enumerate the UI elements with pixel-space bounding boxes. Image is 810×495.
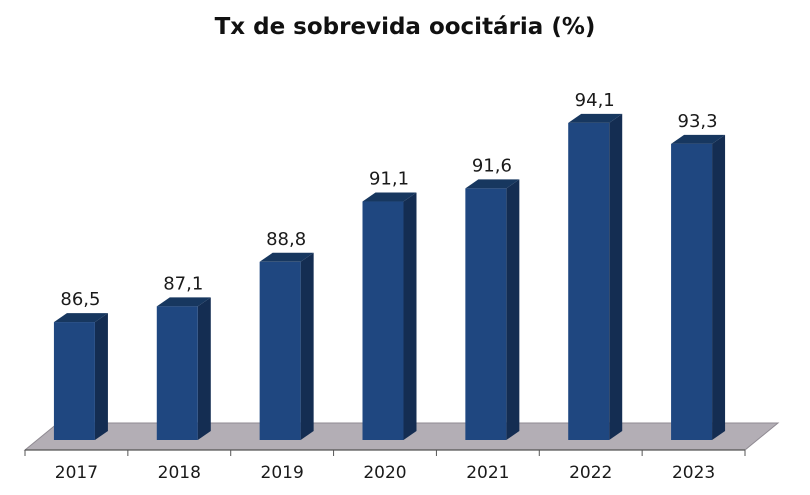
x-tick-label-2019: 2019 [261,463,304,483]
x-tick-label-2018: 2018 [158,463,201,483]
x-tick-label-2020: 2020 [363,463,406,483]
bar-2021 [465,179,520,440]
x-tick-labels-group: 2017 2018 2019 2020 2021 2022 2023 [55,463,715,483]
bar-2023 [671,134,726,441]
bars-group [53,113,726,441]
value-label-2018: 87,1 [163,273,203,294]
bar-2017 [53,313,108,440]
bar-top-face [259,252,314,262]
bar-side-face [197,297,211,440]
bar-side-face [712,134,726,441]
value-label-2023: 93,3 [678,111,718,132]
bar-front-face [53,322,95,440]
bar-top-face [362,192,417,202]
bar-2019 [259,252,314,440]
bar-2018 [156,297,211,440]
value-label-2017: 86,5 [60,289,100,310]
x-tick-label-2023: 2023 [672,463,715,483]
bar-side-face [506,179,520,440]
bar-side-face [94,313,108,440]
x-tick-label-2017: 2017 [55,463,98,483]
bar-top-face [671,134,726,144]
value-label-2020: 91,1 [369,169,409,190]
bar-front-face [465,188,507,440]
bar-front-face [156,306,198,440]
bar-side-face [609,113,623,441]
bar-front-face [259,261,301,440]
value-label-2019: 88,8 [266,229,306,250]
bar-front-face [362,201,404,440]
value-label-2021: 91,6 [472,155,512,176]
bar-side-face [403,192,417,440]
bar-top-face [156,297,211,307]
bar-top-face [465,179,520,189]
value-labels-group: 86,5 87,1 88,8 91,1 91,6 94,1 93,3 [60,90,717,310]
bar-top-face [53,313,108,323]
bar-top-face [568,113,623,123]
chart-title: Tx de sobrevida oocitária (%) [214,14,596,40]
x-axis [24,449,746,456]
bar-2020 [362,192,417,440]
bar-front-face [568,122,610,441]
x-tick-label-2021: 2021 [466,463,509,483]
bar-side-face [300,252,314,440]
x-tick-label-2022: 2022 [569,463,612,483]
bar-2022 [568,113,623,441]
bar-front-face [671,143,713,441]
value-label-2022: 94,1 [575,90,615,111]
